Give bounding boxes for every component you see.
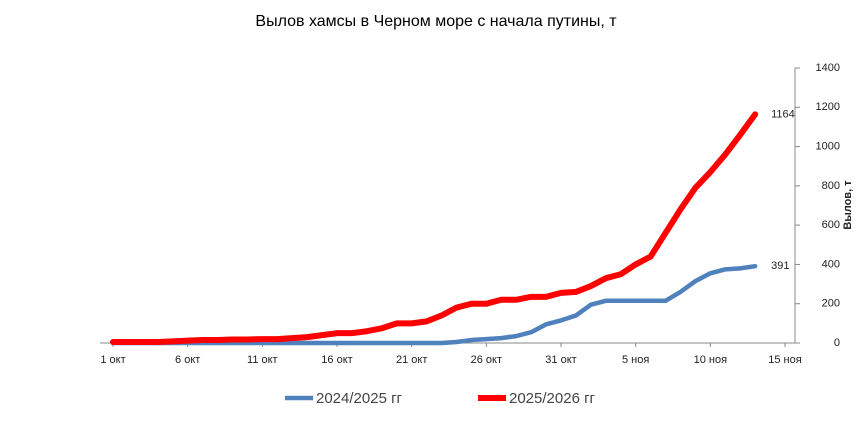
- x-tick-label: 6 окт: [175, 354, 200, 366]
- y-tick-label: 1200: [816, 101, 840, 113]
- y-tick-label: 600: [822, 219, 840, 231]
- y-tick-label: 200: [822, 298, 840, 310]
- x-tick-label: 26 окт: [471, 354, 502, 366]
- y-tick-label: 1400: [816, 62, 840, 74]
- x-tick-label: 31 окт: [545, 354, 576, 366]
- legend-label: 2025/2026 гг: [509, 390, 596, 407]
- x-tick-label: 5 ноя: [622, 354, 649, 366]
- legend-label: 2024/2025 гг: [316, 390, 403, 407]
- y-tick-label: 0: [834, 337, 840, 349]
- x-tick-label: 21 окт: [396, 354, 427, 366]
- y-tick-label: 800: [822, 180, 840, 192]
- x-tick-label: 10 ноя: [694, 354, 727, 366]
- y-tick-label: 400: [822, 258, 840, 270]
- x-tick-label: 16 окт: [321, 354, 352, 366]
- x-tick-label: 1 окт: [100, 354, 125, 366]
- data-label: 1164: [771, 108, 795, 120]
- series-line: [110, 263, 758, 346]
- series-line: [110, 111, 759, 346]
- y-axis-title: Вылов, т: [842, 180, 854, 230]
- chart-title: Вылов хамсы в Черном море с начала путин…: [255, 13, 617, 30]
- x-tick-label: 11 окт: [247, 354, 278, 366]
- x-tick-label: 15 ноя: [768, 354, 801, 366]
- data-label: 391: [771, 260, 789, 272]
- y-tick-label: 1000: [816, 140, 840, 152]
